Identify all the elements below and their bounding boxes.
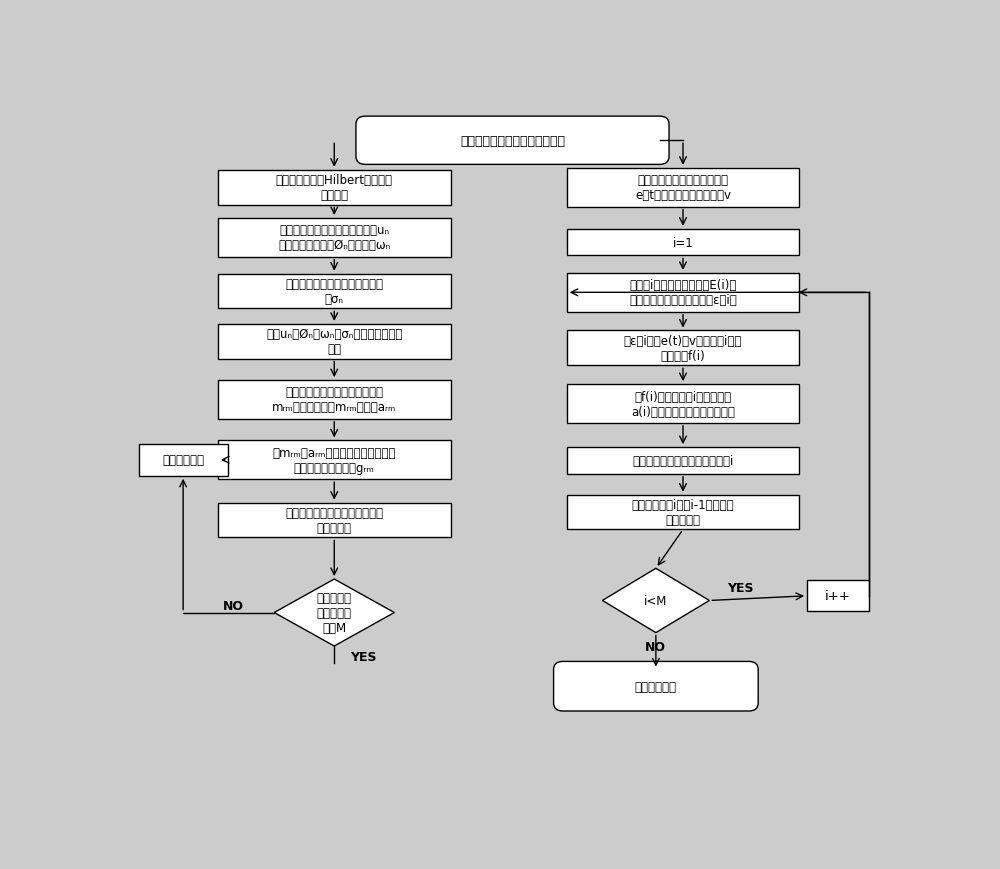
- Text: 根据匹配追踪原理计算最佳子波
mᵣₘ，最佳小波基mᵣₘ的振幅aᵣₘ: 根据匹配追踪原理计算最佳子波 mᵣₘ，最佳小波基mᵣₘ的振幅aᵣₘ: [272, 386, 396, 414]
- Text: 输入信号与最佳匹配子波做差获
取残差信号: 输入信号与最佳匹配子波做差获 取残差信号: [285, 507, 383, 534]
- Text: 逐道输入叠后或偏移后地震数据: 逐道输入叠后或偏移后地震数据: [460, 135, 565, 148]
- Text: 由ε（i）、e(t)及v构建子波i的白
化滤波器f(i): 由ε（i）、e(t)及v构建子波i的白 化滤波器f(i): [624, 335, 742, 362]
- Text: 是否达到分
解所需的子
波数M: 是否达到分 解所需的子 波数M: [317, 591, 352, 634]
- FancyBboxPatch shape: [356, 117, 669, 165]
- Text: i++: i++: [825, 589, 851, 602]
- Text: 将重构的子波i与前i-1个重构子
波进行叠加: 将重构的子波i与前i-1个重构子 波进行叠加: [632, 499, 734, 527]
- FancyBboxPatch shape: [567, 169, 799, 208]
- Text: 将mᵣₘ和aᵣₘ相乘来构建相对于当前
数据的最佳匹配子波gᵣₘ: 将mᵣₘ和aᵣₘ相乘来构建相对于当前 数据的最佳匹配子波gᵣₘ: [272, 447, 396, 474]
- Text: 输出叠加结果: 输出叠加结果: [635, 680, 677, 693]
- FancyBboxPatch shape: [807, 580, 869, 612]
- Text: 用白化后的瞬时振幅来重构子波i: 用白化后的瞬时振幅来重构子波i: [632, 454, 734, 468]
- Text: 提取原始地震信号的瞬时包络
e（t）并记录包络最大值为v: 提取原始地震信号的瞬时包络 e（t）并记录包络最大值为v: [635, 174, 731, 202]
- FancyBboxPatch shape: [218, 503, 451, 538]
- Text: 根据井震标定提取的平均子波确
定σₙ: 根据井震标定提取的平均子波确 定σₙ: [285, 278, 383, 306]
- Text: YES: YES: [727, 580, 754, 594]
- FancyBboxPatch shape: [567, 385, 799, 423]
- FancyBboxPatch shape: [218, 381, 451, 420]
- Text: YES: YES: [350, 650, 376, 663]
- Text: i<M: i<M: [644, 594, 668, 607]
- FancyBboxPatch shape: [567, 229, 799, 256]
- FancyBboxPatch shape: [218, 324, 451, 359]
- Polygon shape: [602, 568, 709, 633]
- FancyBboxPatch shape: [567, 274, 799, 312]
- Text: 对输入数据进行Hilbert变换构建
复地震道: 对输入数据进行Hilbert变换构建 复地震道: [276, 174, 393, 202]
- FancyBboxPatch shape: [567, 495, 799, 530]
- Text: i=1: i=1: [673, 236, 693, 249]
- Text: NO: NO: [223, 600, 244, 613]
- Polygon shape: [274, 580, 394, 647]
- FancyBboxPatch shape: [218, 275, 451, 309]
- FancyBboxPatch shape: [218, 170, 451, 205]
- FancyBboxPatch shape: [567, 448, 799, 474]
- Text: 求复地震道包络最大值处的时间uₙ
及此时的瞬时相位Øₙ瞬时频率ωₙ: 求复地震道包络最大值处的时间uₙ 及此时的瞬时相位Øₙ瞬时频率ωₙ: [278, 224, 390, 252]
- Text: NO: NO: [645, 640, 666, 653]
- Text: 计算第i个子波的能量比重E(i)，
从而求取该子波的白噪音子ε（i）: 计算第i个子波的能量比重E(i)， 从而求取该子波的白噪音子ε（i）: [629, 279, 737, 307]
- FancyBboxPatch shape: [218, 441, 451, 480]
- FancyBboxPatch shape: [218, 219, 451, 257]
- FancyBboxPatch shape: [554, 661, 758, 711]
- Text: 输入残差信号: 输入残差信号: [162, 454, 204, 467]
- FancyBboxPatch shape: [139, 444, 228, 476]
- Text: 将f(i)应用于子波i的瞬时振幅
a(i)上以获取白化后的瞬时振幅: 将f(i)应用于子波i的瞬时振幅 a(i)上以获取白化后的瞬时振幅: [631, 390, 735, 418]
- FancyBboxPatch shape: [567, 331, 799, 366]
- Text: 以（uₙ、Øₙ、ωₙ、σₙ）为中心构建参
数集: 以（uₙ、Øₙ、ωₙ、σₙ）为中心构建参 数集: [266, 328, 402, 355]
